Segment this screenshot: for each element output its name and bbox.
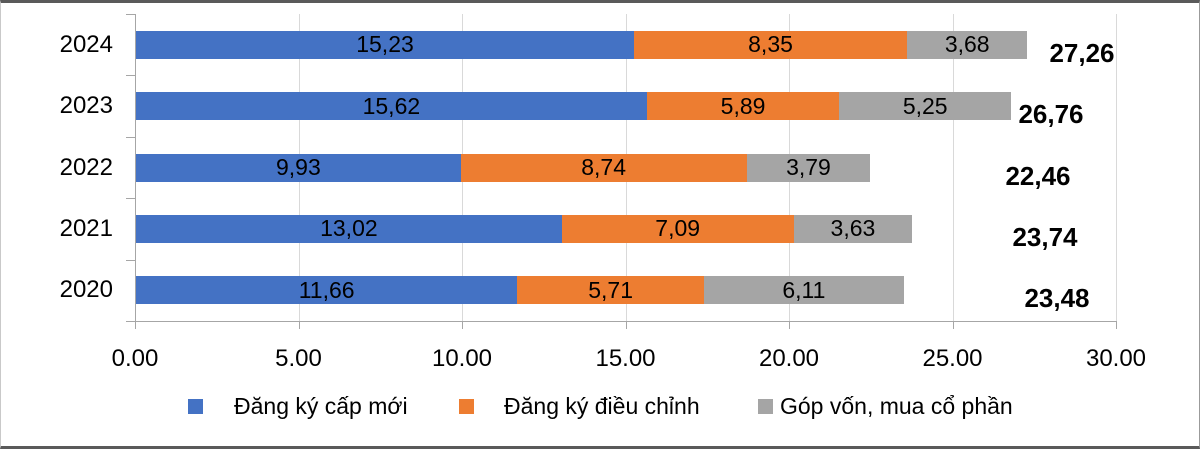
legend-label: Đăng ký điều chỉnh [504,392,700,419]
bar-segment: 13,02 [136,214,562,243]
total-label-2024: 27,26 [1049,37,1115,68]
bar-segment: 11,66 [136,276,518,305]
category-label-2024: 2024 [59,30,113,58]
legend-swatch-gray [758,398,773,414]
y-axis-tick [126,259,135,261]
bar-value-label: 9,93 [275,154,321,180]
legend-swatch-blue [188,398,203,414]
bar-value-label: 7,09 [655,215,701,242]
bar-segment: 9,93 [136,153,461,182]
y-axis-tick [126,14,135,15]
x-axis-tick [625,321,627,329]
bar-segment: 5,89 [646,92,840,121]
bar-value-label: 15,23 [356,31,414,58]
bar-row-2020: 11,66 5,71 6,11 [136,276,904,305]
bar-segment: 6,11 [703,276,904,305]
y-axis-tick [126,198,135,200]
bar-value-label: 6,11 [782,276,826,303]
bar-segment: 5,25 [839,92,1012,121]
y-axis-tick [126,321,135,322]
bar-row-2023: 15,62 5,89 5,25 [136,92,1012,121]
bar-segment: 3,63 [793,214,913,243]
bar-value-label: 5,25 [902,92,948,119]
legend-item-gop-von-mua-co-phan: Góp vốn, mua cổ phần [758,391,1013,421]
gridline-30 [1116,14,1117,321]
legend-swatch-orange [459,398,474,414]
legend: Đăng ký cấp mới Đăng ký điều chỉnh Góp v… [1,391,1199,421]
bar-segment: 8,74 [460,153,747,182]
bar-segment: 15,62 [136,92,647,121]
x-axis-label-20.00: 20.00 [758,345,820,372]
x-axis-label-0.00: 0.00 [111,345,159,372]
bar-value-label: 11,66 [298,276,355,303]
category-label-2021: 2021 [59,214,113,242]
bar-value-label: 5,71 [588,276,634,303]
bar-row-2024: 15,23 8,35 3,68 [136,30,1028,59]
x-axis-label-30.00: 30.00 [1085,345,1147,372]
bar-segment: 3,79 [746,153,871,182]
bar-value-label: 8,35 [748,31,793,58]
bar-value-label: 3,79 [786,154,831,180]
bar-segment: 15,23 [136,30,635,59]
bar-segment: 5,71 [517,276,704,305]
x-axis-label-10.00: 10.00 [431,345,493,372]
legend-label: Đăng ký cấp mới [234,392,408,419]
y-axis-tick [126,75,135,77]
category-label-2022: 2022 [59,153,113,181]
bar-row-2021: 13,02 7,09 3,63 [136,214,913,243]
total-label-2023: 26,76 [1018,99,1084,130]
x-axis-tick [135,321,136,329]
bar-value-label: 3,63 [830,215,876,242]
bar-segment: 3,68 [907,30,1028,59]
x-axis-tick [952,321,954,329]
x-axis-tick [789,321,790,329]
x-axis-tick [298,321,300,329]
total-label-2020: 23,48 [1024,283,1090,314]
x-axis-label-15.00: 15.00 [595,345,656,372]
bar-value-label: 13,02 [320,215,378,242]
x-axis-tick [1116,321,1117,329]
bar-segment: 7,09 [561,214,794,243]
y-axis-line [135,14,136,322]
y-axis-tick [126,136,135,138]
legend-label: Góp vốn, mua cổ phần [780,392,1013,419]
category-label-2020: 2020 [59,276,113,304]
legend-item-dang-ky-cap-moi: Đăng ký cấp mới [188,391,408,421]
total-label-2021: 23,74 [1012,221,1078,252]
bar-value-label: 8,74 [581,154,626,180]
gridline-25 [952,14,954,321]
bar-value-label: 5,89 [720,92,766,119]
bar-row-2022: 9,93 8,74 3,79 [136,153,871,182]
x-axis-label-5.00: 5.00 [275,345,322,372]
total-label-2022: 22,46 [1005,160,1071,191]
bar-segment: 8,35 [634,30,908,59]
x-axis-label-25.00: 25.00 [922,345,983,372]
bar-value-label: 3,68 [944,31,990,58]
bar-value-label: 15,62 [362,92,421,119]
category-label-2023: 2023 [59,92,113,120]
legend-item-dang-ky-dieu-chinh: Đăng ký điều chỉnh [459,391,700,421]
x-axis-tick [462,321,463,329]
